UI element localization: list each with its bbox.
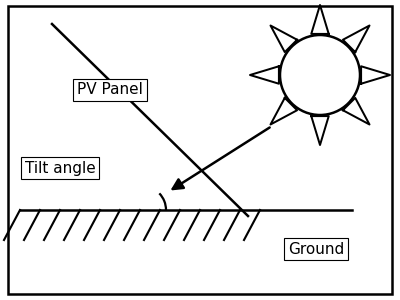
Text: PV Panel: PV Panel	[77, 82, 143, 98]
Text: Tilt angle: Tilt angle	[25, 160, 95, 175]
FancyBboxPatch shape	[8, 6, 392, 294]
Text: Ground: Ground	[288, 242, 344, 256]
